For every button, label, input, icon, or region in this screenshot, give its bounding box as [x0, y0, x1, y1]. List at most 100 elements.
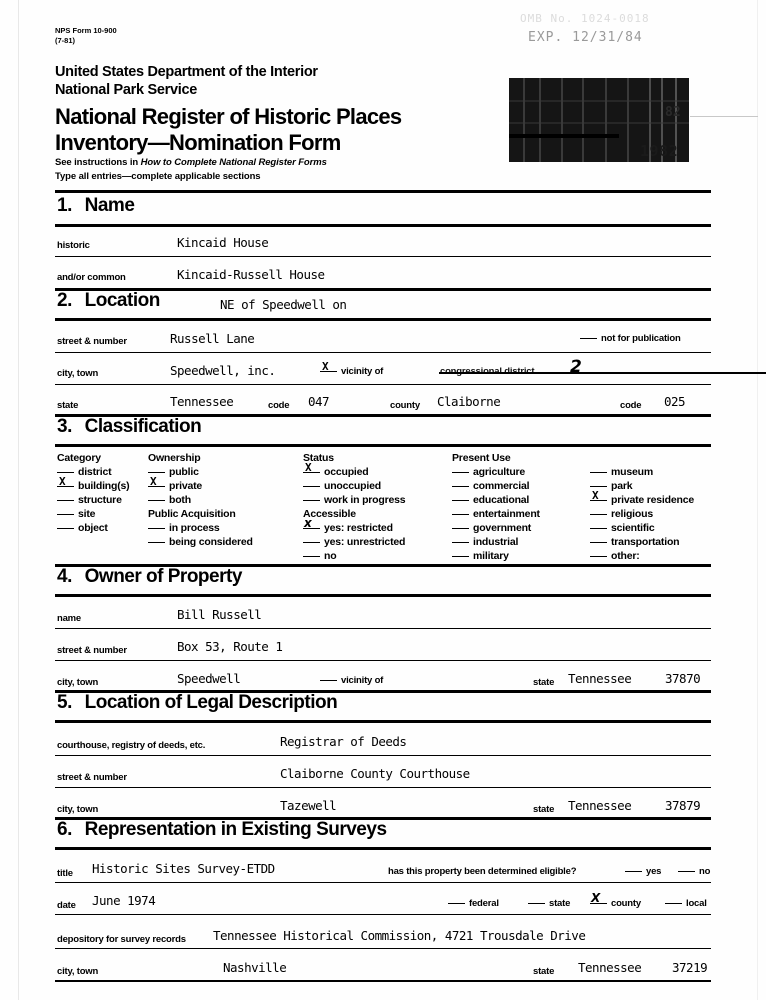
present-use-blank-other[interactable] — [590, 556, 607, 557]
common-name-value[interactable]: Kincaid-Russell House — [177, 267, 325, 282]
present-use-blank-agriculture[interactable] — [452, 472, 469, 473]
category-blank-object[interactable] — [57, 528, 74, 529]
present-use-blank-park[interactable] — [590, 486, 607, 487]
location-inline-value[interactable]: NE of Speedwell on — [220, 297, 347, 312]
city-town-value[interactable]: Speedwell, inc. — [170, 363, 276, 378]
survey-level-option-federal[interactable]: federal — [448, 898, 499, 909]
depository-state-value[interactable]: Tennessee — [578, 960, 642, 975]
not-for-publication-option[interactable]: not for publication — [580, 333, 681, 344]
eligible-yes-option[interactable]: yes — [625, 866, 661, 877]
category-option-object[interactable]: object — [57, 522, 108, 534]
courthouse-value[interactable]: Registrar of Deeds — [280, 734, 407, 749]
present-use-option-industrial[interactable]: industrial — [452, 536, 518, 548]
accessible-option-no[interactable]: no — [303, 550, 337, 562]
present-use-blank-entertainment[interactable] — [452, 514, 469, 515]
owner-state-value[interactable]: Tennessee — [568, 671, 632, 686]
status-option-work-in-progress[interactable]: work in progress — [303, 494, 406, 506]
owner-name-value[interactable]: Bill Russell — [177, 607, 262, 622]
status-blank-work-in-progress[interactable] — [303, 500, 320, 501]
depository-city-value[interactable]: Nashville — [223, 960, 287, 975]
present-use-option-religious[interactable]: religious — [590, 508, 653, 520]
not-for-publication-blank[interactable] — [580, 338, 597, 339]
present-use-blank-educational[interactable] — [452, 500, 469, 501]
survey-date-value[interactable]: June 1974 — [92, 893, 156, 908]
present-use-blank-religious[interactable] — [590, 514, 607, 515]
owner-vicinity-option[interactable]: vicinity of — [320, 675, 383, 686]
ownership-option-both[interactable]: both — [148, 494, 191, 506]
depository-value[interactable]: Tennessee Historical Commission, 4721 Tr… — [213, 928, 586, 943]
accessible-mark-yes-restricted[interactable]: x — [303, 516, 320, 530]
present-use-option-museum[interactable]: museum — [590, 466, 653, 478]
public-acquisition-option-being-considered[interactable]: being considered — [148, 536, 253, 548]
county-value[interactable]: Claiborne — [437, 394, 501, 409]
street-number-value[interactable]: Russell Lane — [170, 331, 255, 346]
present-use-option-entertainment[interactable]: entertainment — [452, 508, 540, 520]
survey-level-option-state[interactable]: state — [528, 898, 570, 909]
category-option-structure[interactable]: structure — [57, 494, 122, 506]
category-mark-buildings[interactable]: X — [57, 475, 74, 488]
survey-level-option-local[interactable]: local — [665, 898, 707, 909]
present-use-option-transportation[interactable]: transportation — [590, 536, 680, 548]
public-acquisition-option-in-process[interactable]: in process — [148, 522, 220, 534]
ownership-blank-public[interactable] — [148, 472, 165, 473]
public-acquisition-blank-in-process[interactable] — [148, 528, 165, 529]
ownership-mark-private[interactable]: X — [148, 475, 165, 488]
depository-zip-value[interactable]: 37219 — [672, 960, 708, 975]
present-use-option-military[interactable]: military — [452, 550, 509, 562]
eligible-no-blank[interactable] — [678, 871, 695, 872]
present-use-blank-industrial[interactable] — [452, 542, 469, 543]
county-code-value[interactable]: 025 — [664, 394, 686, 409]
vicinity-mark[interactable]: X — [320, 360, 337, 373]
survey-level-blank-federal[interactable] — [448, 903, 465, 904]
owner-vicinity-blank[interactable] — [320, 680, 337, 681]
accessible-option-yes-unrestricted[interactable]: yes: unrestricted — [303, 536, 405, 548]
present-use-blank-government[interactable] — [452, 528, 469, 529]
survey-level-blank-state[interactable] — [528, 903, 545, 904]
legal-zip-value[interactable]: 37879 — [665, 798, 701, 813]
legal-street-value[interactable]: Claiborne County Courthouse — [280, 766, 470, 781]
historic-name-value[interactable]: Kincaid House — [177, 235, 269, 250]
survey-level-mark-county[interactable]: X — [590, 891, 607, 905]
survey-title-value[interactable]: Historic Sites Survey-ETDD — [92, 861, 275, 876]
state-value[interactable]: Tennessee — [170, 394, 234, 409]
status-mark-occupied[interactable]: X — [303, 461, 320, 474]
present-use-blank-military[interactable] — [452, 556, 469, 557]
survey-level-blank-local[interactable] — [665, 903, 682, 904]
present-use-option-government[interactable]: government — [452, 522, 531, 534]
present-use-blank-commercial[interactable] — [452, 486, 469, 487]
state-code-value[interactable]: 047 — [308, 394, 330, 409]
status-blank-unoccupied[interactable] — [303, 486, 320, 487]
present-use-option-educational[interactable]: educational — [452, 494, 529, 506]
present-use-option-agriculture[interactable]: agriculture — [452, 466, 525, 478]
category-option-site[interactable]: site — [57, 508, 96, 520]
accessible-blank-no[interactable] — [303, 556, 320, 557]
ownership-option-public[interactable]: public — [148, 466, 199, 478]
eligible-no-option[interactable]: no — [678, 866, 710, 877]
legal-city-value[interactable]: Tazewell — [280, 798, 337, 813]
present-use-option-scientific[interactable]: scientific — [590, 522, 655, 534]
present-use-mark-private-residence[interactable]: X — [590, 489, 607, 502]
congressional-district-value[interactable]: 2 — [570, 357, 582, 377]
owner-street-value[interactable]: Box 53, Route 1 — [177, 639, 283, 654]
eligible-yes-blank[interactable] — [625, 871, 642, 872]
accessible-option-yes-restricted[interactable]: x yes: restricted — [303, 516, 393, 534]
category-blank-site[interactable] — [57, 514, 74, 515]
present-use-blank-scientific[interactable] — [590, 528, 607, 529]
owner-zip-value[interactable]: 37870 — [665, 671, 701, 686]
category-blank-structure[interactable] — [57, 500, 74, 501]
present-use-blank-museum[interactable] — [590, 472, 607, 473]
accessible-blank-yes-unrestricted[interactable] — [303, 542, 320, 543]
owner-city-value[interactable]: Speedwell — [177, 671, 241, 686]
legal-state-value[interactable]: Tennessee — [568, 798, 632, 813]
ownership-blank-both[interactable] — [148, 500, 165, 501]
status-option-unoccupied[interactable]: unoccupied — [303, 480, 381, 492]
present-use-option-commercial[interactable]: commercial — [452, 480, 530, 492]
present-use-blank-transportation[interactable] — [590, 542, 607, 543]
category-option-district[interactable]: district — [57, 466, 112, 478]
